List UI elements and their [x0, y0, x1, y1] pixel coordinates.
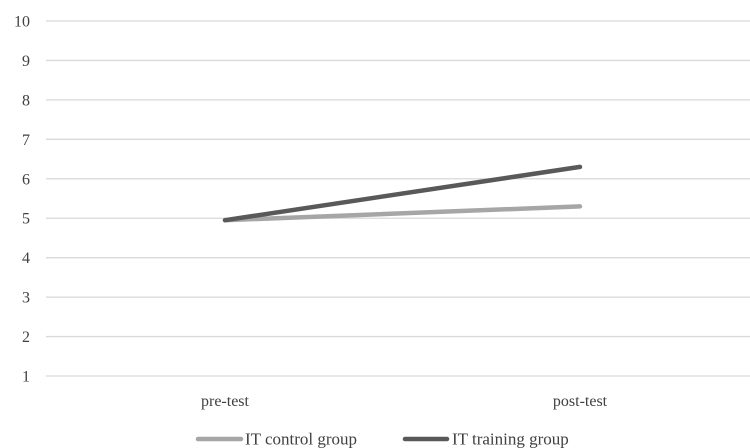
gridlines [46, 20, 750, 377]
y-tick-label-3: 3 [22, 290, 30, 307]
legend: IT control group IT training group [195, 430, 569, 448]
legend-label-it-training-group: IT training group [452, 430, 569, 448]
series-lines [222, 164, 583, 223]
y-tick-label-5: 5 [22, 211, 30, 228]
y-tick-label-2: 2 [22, 329, 30, 346]
x-tick-label-pre-test: pre-test [201, 393, 250, 410]
y-tick-label-9: 9 [22, 53, 30, 70]
y-tick-label-4: 4 [22, 250, 30, 267]
y-tick-label-1: 1 [22, 369, 30, 386]
x-axis-tick-labels: pre-test post-test [201, 393, 608, 410]
y-tick-label-8: 8 [22, 92, 30, 109]
y-tick-label-10: 10 [14, 14, 30, 31]
series-line-it-control-group [222, 204, 583, 223]
series-line-it-training-group [222, 164, 583, 223]
y-tick-label-6: 6 [22, 171, 30, 188]
x-tick-label-post-test: post-test [553, 393, 608, 410]
y-tick-label-7: 7 [22, 132, 30, 149]
legend-label-it-control-group: IT control group [245, 430, 357, 448]
y-axis-tick-labels: 1 2 3 4 5 6 7 8 9 10 [14, 14, 30, 386]
